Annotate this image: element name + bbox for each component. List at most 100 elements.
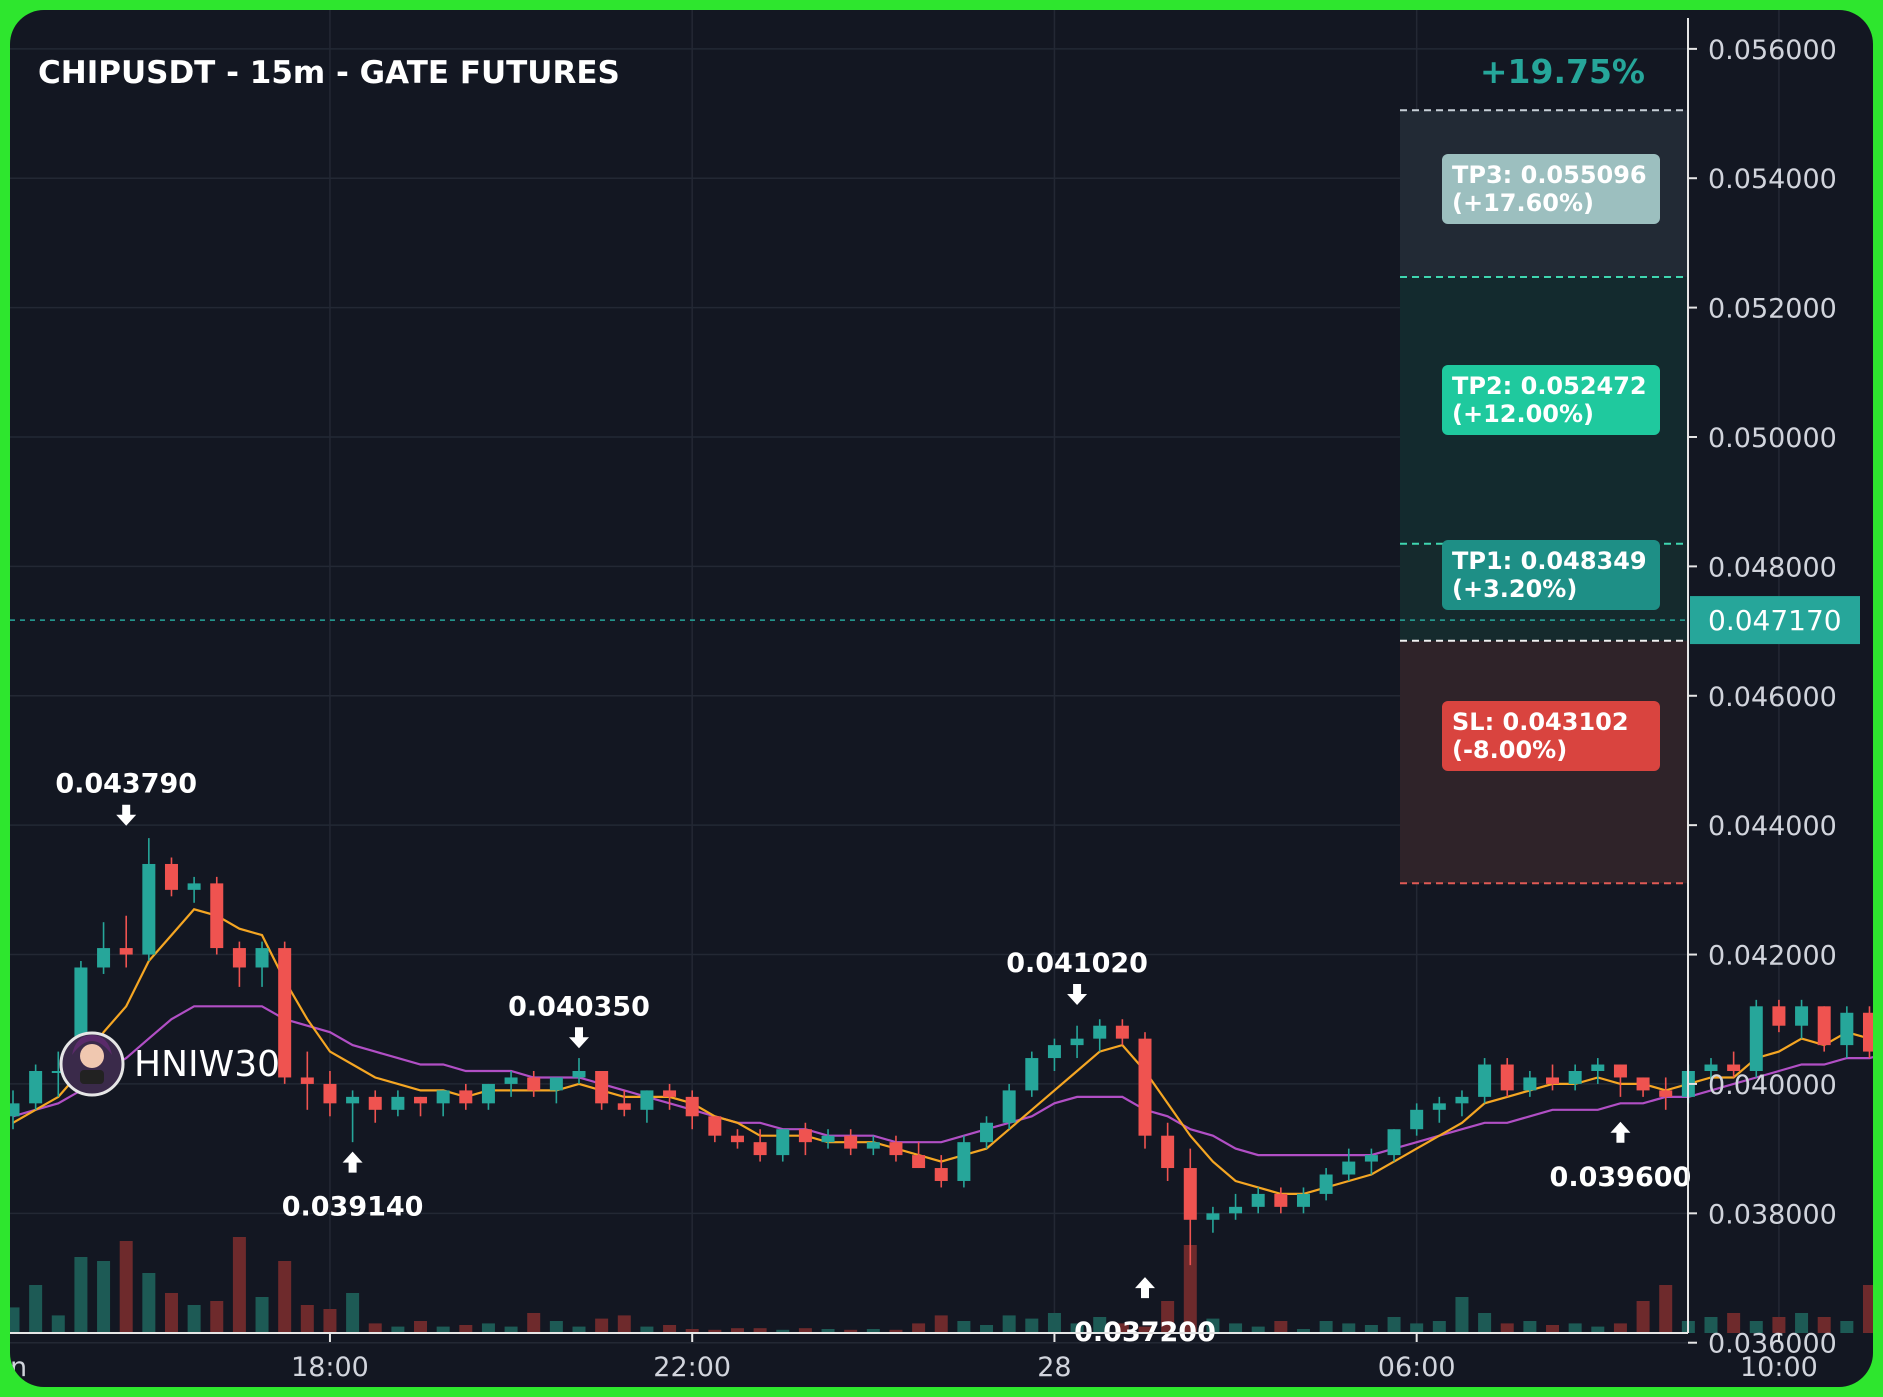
candle[interactable] [436, 1090, 450, 1117]
candle[interactable] [29, 1064, 43, 1110]
candlestick-chart[interactable]: 0.0437900.0391400.0403500.0410200.037200… [10, 10, 1873, 1387]
candle[interactable] [1795, 999, 1809, 1039]
candle[interactable] [187, 876, 201, 903]
volume-bar [1070, 1323, 1084, 1333]
candle[interactable] [255, 941, 269, 987]
candle[interactable] [980, 1116, 994, 1149]
candle[interactable] [1047, 1038, 1061, 1071]
candle[interactable] [1025, 1051, 1039, 1097]
candle[interactable] [391, 1090, 405, 1117]
candle[interactable] [572, 1058, 586, 1084]
candle-body [1342, 1161, 1356, 1175]
candle[interactable] [51, 1051, 65, 1097]
candle[interactable] [459, 1083, 473, 1110]
candle[interactable] [685, 1090, 699, 1130]
candle[interactable] [753, 1129, 767, 1162]
candle[interactable] [97, 922, 111, 974]
candle[interactable] [1613, 1064, 1627, 1097]
candle[interactable] [1455, 1090, 1469, 1117]
tp2-label-percent: (+12.00%) [1452, 400, 1594, 428]
candle[interactable] [142, 838, 156, 962]
candle[interactable] [595, 1070, 609, 1110]
candle[interactable] [210, 876, 224, 955]
candle[interactable] [414, 1096, 428, 1117]
candle[interactable] [1387, 1129, 1401, 1162]
candle[interactable] [1500, 1058, 1514, 1097]
candle[interactable] [164, 857, 178, 897]
candle[interactable] [1432, 1096, 1446, 1123]
candle[interactable] [1591, 1058, 1605, 1084]
tp3-label-percent: (+17.60%) [1452, 189, 1594, 217]
candle[interactable] [1862, 1006, 1873, 1059]
candle[interactable] [1206, 1206, 1220, 1233]
candle[interactable] [1772, 999, 1786, 1033]
candle[interactable] [1274, 1187, 1288, 1214]
candle[interactable] [663, 1083, 677, 1110]
candle[interactable] [1070, 1025, 1084, 1059]
candle[interactable] [934, 1155, 948, 1188]
candle[interactable] [504, 1070, 518, 1097]
candle[interactable] [1568, 1064, 1582, 1091]
candle[interactable] [119, 915, 133, 968]
candle[interactable] [776, 1129, 790, 1162]
volume-bar [708, 1329, 722, 1333]
candle[interactable] [1115, 1019, 1129, 1046]
candle[interactable] [1704, 1058, 1718, 1084]
candle[interactable] [1659, 1077, 1673, 1110]
candle[interactable] [1523, 1070, 1537, 1097]
candle[interactable] [1319, 1168, 1333, 1201]
candle[interactable] [821, 1129, 835, 1149]
candle[interactable] [708, 1116, 722, 1143]
candle[interactable] [1161, 1122, 1175, 1181]
volume-bar [187, 1305, 201, 1333]
volume-bar [1568, 1323, 1582, 1333]
candle[interactable] [368, 1090, 382, 1123]
price-axis[interactable]: 0.056000 0.054000 0.052000 0.050000 0.048000… [1687, 18, 1860, 1360]
candle[interactable] [1410, 1103, 1424, 1136]
candle[interactable] [1546, 1064, 1560, 1091]
candle[interactable] [300, 1051, 314, 1110]
candle[interactable] [1749, 999, 1763, 1078]
candle[interactable] [1636, 1077, 1650, 1097]
candle-body [708, 1116, 722, 1136]
volume-bar [1047, 1313, 1061, 1333]
candle[interactable] [549, 1077, 563, 1104]
candle[interactable] [1093, 1019, 1107, 1052]
candle-body [210, 883, 224, 949]
candle[interactable] [866, 1135, 880, 1156]
candle[interactable] [1840, 1006, 1854, 1059]
candle-body [1070, 1038, 1084, 1046]
candle[interactable] [640, 1090, 654, 1123]
candle[interactable] [323, 1070, 337, 1117]
candle[interactable] [527, 1070, 541, 1097]
candle[interactable] [798, 1122, 812, 1156]
candle[interactable] [1364, 1148, 1378, 1175]
candle[interactable] [481, 1083, 495, 1110]
volume-bar [391, 1326, 405, 1333]
candle[interactable] [1138, 1032, 1152, 1149]
candle[interactable] [10, 1090, 20, 1130]
candle[interactable] [957, 1135, 971, 1188]
candles[interactable] [10, 618, 1873, 1266]
candle[interactable] [1183, 1148, 1197, 1266]
candle[interactable] [844, 1129, 858, 1156]
candle[interactable] [889, 1135, 903, 1162]
candle[interactable] [1251, 1187, 1265, 1214]
candle[interactable] [1817, 1006, 1831, 1052]
volume-bar [210, 1301, 224, 1333]
candle[interactable] [278, 941, 292, 1084]
candle[interactable] [1229, 1193, 1243, 1220]
chart-frame: 0.043790 0.039140 0.040350 0.041020 0.037200… [10, 10, 1873, 1387]
candle[interactable] [1727, 1051, 1741, 1078]
volume-bar [1138, 1326, 1152, 1333]
candle[interactable] [1478, 1058, 1492, 1104]
candle[interactable] [730, 1129, 744, 1149]
candle[interactable] [1002, 1083, 1016, 1130]
candle[interactable] [1342, 1148, 1356, 1181]
candle[interactable] [232, 941, 246, 987]
candle[interactable] [1296, 1187, 1310, 1214]
candle[interactable] [346, 1090, 360, 1143]
candle[interactable] [617, 1090, 631, 1117]
candle[interactable] [912, 1142, 926, 1169]
